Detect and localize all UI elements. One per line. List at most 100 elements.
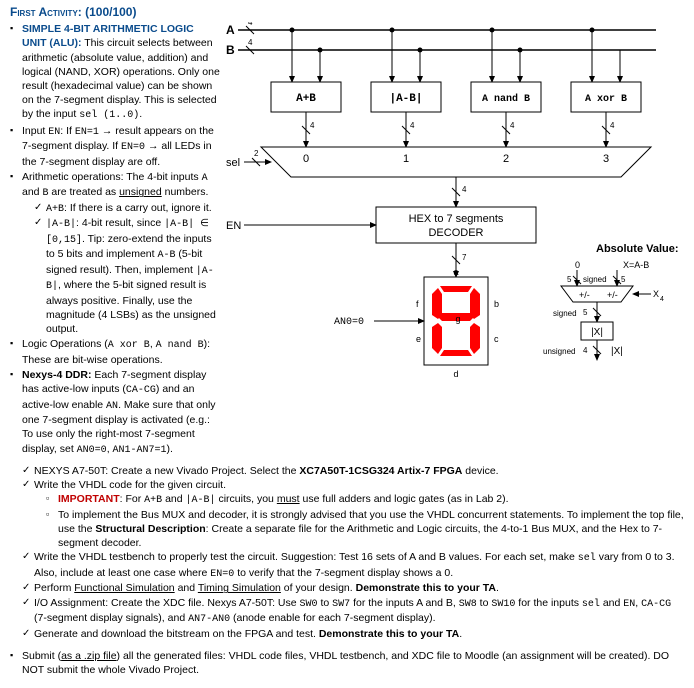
step1: NEXYS A7-50T: Create a new Vivado Projec… [22, 464, 684, 478]
decoder-l1: HEX to 7 segments [409, 213, 504, 225]
s5-t4: (7-segment display signals), and [34, 612, 188, 624]
abs-pm2: +/- [607, 290, 618, 300]
nexys-title: Nexys-4 DDR: [22, 369, 91, 381]
logic-nand: A nand B [156, 340, 204, 351]
abs-xab: X=A-B [623, 260, 649, 270]
sub-zip: as a .zip file [61, 650, 116, 662]
sub-t2: ) all the generated files: VHDL code fil… [22, 650, 669, 676]
logic-item: Logic Operations (A xor B, A nand B): Th… [10, 337, 220, 367]
nexys-item: Nexys-4 DDR: Each 7-segment display has … [10, 368, 220, 457]
signed1: signed [583, 275, 607, 284]
a-label: A [226, 23, 235, 37]
op2: A nand B [482, 93, 530, 105]
s1-prefix: NEXYS A7-50T: Create a new Vivado Projec… [34, 465, 299, 477]
nexys-t5: ). [167, 443, 173, 455]
abs-title: Absolute Value: [596, 243, 679, 255]
arith-a: A [202, 173, 208, 184]
diagram-column: A 4 B 4 [226, 22, 684, 458]
segl-a: a [453, 267, 458, 277]
step2: Write the VHDL code for the given circui… [22, 478, 684, 550]
s5-sw7: SW7 [332, 599, 350, 610]
w1: 4 [410, 121, 415, 130]
s5-sw0: SW0 [300, 599, 318, 610]
sub-t1: Submit ( [22, 650, 61, 662]
en-prefix: Input [22, 125, 48, 137]
segl-e: e [416, 334, 421, 344]
abs5c: 5 [583, 308, 588, 317]
step2a: IMPORTANT: For A+B and |A-B| circuits, y… [46, 492, 684, 508]
apb-item: A+B: If there is a carry out, ignore it. [34, 201, 220, 217]
abs5a: 5 [567, 275, 572, 284]
imp-t3: use full adders and logic gates (as in L… [300, 493, 509, 505]
absx1: |X| [591, 327, 603, 338]
amb-item: |A-B|: 4-bit result, since |A-B| ∈ [0,15… [34, 216, 220, 336]
text-column: SIMPLE 4-BIT ARITHMETIC LOGIC UNIT (ALU)… [10, 22, 220, 458]
s3-t1: Write the VHDL testbench to properly tes… [34, 551, 578, 563]
arith-and: and [22, 186, 42, 198]
sel-label: sel [226, 157, 240, 169]
en-diagram-label: EN [226, 220, 241, 232]
alu-item: SIMPLE 4-BIT ARITHMETIC LOGIC UNIT (ALU)… [10, 22, 220, 123]
x4sub: 4 [660, 296, 664, 303]
four2: 4 [583, 346, 588, 355]
mux3: 3 [603, 153, 609, 165]
activity-header: First Activity: (100/100) [10, 4, 684, 20]
s3-en0: EN=0 [210, 569, 234, 580]
op-boxes: A+B |A-B| A nand B A xor B [271, 82, 641, 112]
mux-shape [261, 147, 651, 177]
segl-c: c [494, 334, 499, 344]
segl-f: f [416, 299, 419, 309]
en-label: EN [48, 127, 60, 138]
s1-fpga: XC7A50T-1CSG324 Artix-7 FPGA [299, 465, 462, 477]
decoder-l2: DECODER [428, 227, 483, 239]
alu-desc: This circuit selects between arithmetic … [22, 37, 220, 120]
s5-t1: I/O Assignment: Create the XDC file. Nex… [34, 597, 300, 609]
abs-value-diagram: Absolute Value: 0 X=A-B 5 5 signed +/- +… [543, 243, 679, 360]
s4-demo: Demonstrate this to your TA [356, 582, 496, 594]
sel-bus2: 2 [254, 149, 259, 158]
bottom-section: NEXYS A7-50T: Create a new Vivado Projec… [10, 464, 684, 677]
nexys-an17: AN1-AN7=1 [113, 445, 167, 456]
s5-and: and [600, 597, 623, 609]
submit-item: Submit (as a .zip file) all the generate… [10, 649, 684, 677]
logic-xor: A xor B [108, 340, 150, 351]
s5-en: EN [623, 599, 635, 610]
sel-range: sel (1..0) [79, 110, 139, 121]
imp-amb: |A-B| [186, 495, 216, 506]
op3: A xor B [585, 94, 627, 105]
s5-sw10: SW10 [491, 599, 515, 610]
s1-suf: device. [462, 465, 498, 477]
op0: A+B [296, 93, 316, 105]
b-label: B [226, 43, 235, 57]
signed2: signed [553, 309, 577, 318]
top-section: SIMPLE 4-BIT ARITHMETIC LOGIC UNIT (ALU)… [10, 22, 684, 458]
en1: EN=1 [75, 127, 99, 138]
step2b: To implement the Bus MUX and decoder, it… [46, 508, 684, 551]
s3-sel: sel [578, 553, 596, 564]
imp-t2: circuits, you [216, 493, 277, 505]
imp-must: must [277, 493, 300, 505]
imp-t1: : For [120, 493, 145, 505]
an0-label: AN0=0 [334, 317, 364, 328]
amb-op: A-B [157, 250, 175, 261]
imp-apb: A+B [144, 495, 162, 506]
a-bus4: 4 [248, 22, 253, 27]
s6-demo: Demonstrate this to your TA [319, 628, 459, 640]
s5-to1: to [318, 597, 333, 609]
en0: EN=0 [121, 142, 145, 153]
s5-to2: to [477, 597, 492, 609]
s4-t1: Perform [34, 582, 74, 594]
mux2: 2 [503, 153, 509, 165]
segl-d: d [453, 369, 458, 379]
b-bus4: 4 [248, 38, 253, 47]
step3: Write the VHDL testbench to properly tes… [22, 550, 684, 581]
arith-unsigned: unsigned [119, 186, 162, 198]
s5-an70: AN7-AN0 [188, 614, 230, 625]
muxout4: 4 [462, 185, 467, 194]
segl-b: b [494, 299, 499, 309]
en-t1: : If [60, 125, 75, 137]
arith-num: numbers. [162, 186, 209, 198]
op1: |A-B| [389, 93, 422, 105]
w3: 4 [610, 121, 615, 130]
s3-t3: to verify that the 7-segment display sho… [234, 567, 453, 579]
